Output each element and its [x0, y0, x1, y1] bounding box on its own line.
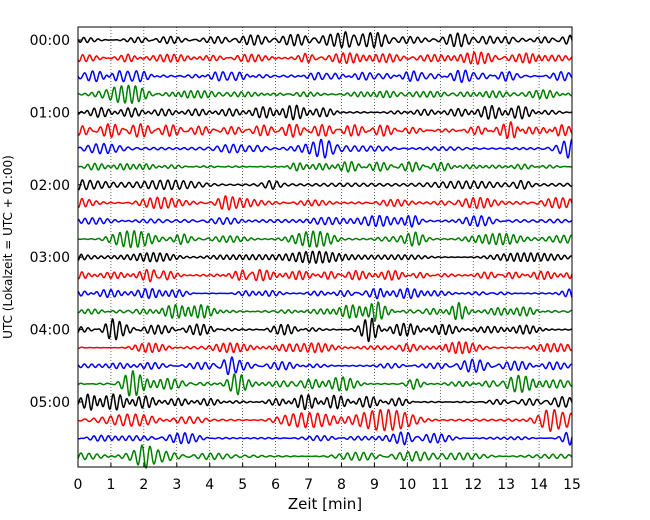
y-tick-label: 03:00: [30, 250, 70, 266]
y-tick-label: 01:00: [30, 105, 70, 121]
trace-4: [77, 104, 573, 121]
x-tick-label: 12: [464, 477, 482, 493]
x-tick-label: 14: [530, 477, 548, 493]
x-tick-label: 0: [74, 477, 83, 493]
trace-2: [77, 69, 573, 84]
trace-15: [77, 301, 573, 322]
trace-8: [77, 179, 573, 191]
trace-7: [77, 160, 573, 173]
trace-3: [77, 84, 573, 104]
y-axis-label: UTC (Lokalzeit = UTC + 01:00): [1, 155, 15, 339]
plot-background: [78, 27, 572, 467]
x-tick-label: 1: [106, 477, 115, 493]
trace-18: [77, 356, 573, 376]
x-tick-label: 8: [337, 477, 346, 493]
trace-0: [77, 31, 573, 49]
x-tick-label: 4: [205, 477, 214, 493]
trace-20: [77, 393, 573, 411]
trace-6: [77, 138, 573, 159]
trace-13: [77, 268, 573, 283]
x-tick-label: 13: [497, 477, 515, 493]
x-tick-label: 2: [139, 477, 148, 493]
x-tick-label: 9: [370, 477, 379, 493]
traces: [77, 31, 573, 469]
x-tick-label: 10: [398, 477, 416, 493]
grid: [110, 27, 540, 467]
y-axis: 00:00 01:00 02:00 03:00 04:00 05:00: [30, 33, 82, 411]
x-tick-label: 5: [238, 477, 247, 493]
trace-21: [77, 408, 573, 432]
trace-11: [77, 230, 573, 249]
x-tick-label: 6: [271, 477, 280, 493]
x-tick-label: 7: [304, 477, 313, 493]
x-axis: 0 1 2 3 4 5 6 7 8 9 10 11 12 13 14 15: [74, 463, 581, 493]
trace-17: [77, 341, 573, 355]
trace-12: [77, 250, 573, 264]
x-axis-label: Zeit [min]: [288, 495, 362, 513]
x-tick-label: 15: [563, 477, 581, 493]
trace-16: [77, 317, 573, 343]
y-tick-label: 02:00: [30, 178, 70, 194]
plot-frame: [77, 26, 573, 468]
trace-14: [77, 287, 573, 300]
y-tick-label: 00:00: [30, 33, 70, 49]
trace-5: [77, 121, 573, 139]
x-tick-label: 11: [431, 477, 449, 493]
trace-19: [77, 370, 573, 397]
trace-22: [77, 431, 573, 446]
trace-23: [77, 444, 573, 469]
y-tick-label: 05:00: [30, 395, 70, 411]
trace-1: [77, 51, 573, 65]
trace-10: [77, 214, 573, 228]
x-tick-label: 3: [172, 477, 181, 493]
trace-9: [77, 195, 573, 211]
y-tick-label: 04:00: [30, 323, 70, 339]
